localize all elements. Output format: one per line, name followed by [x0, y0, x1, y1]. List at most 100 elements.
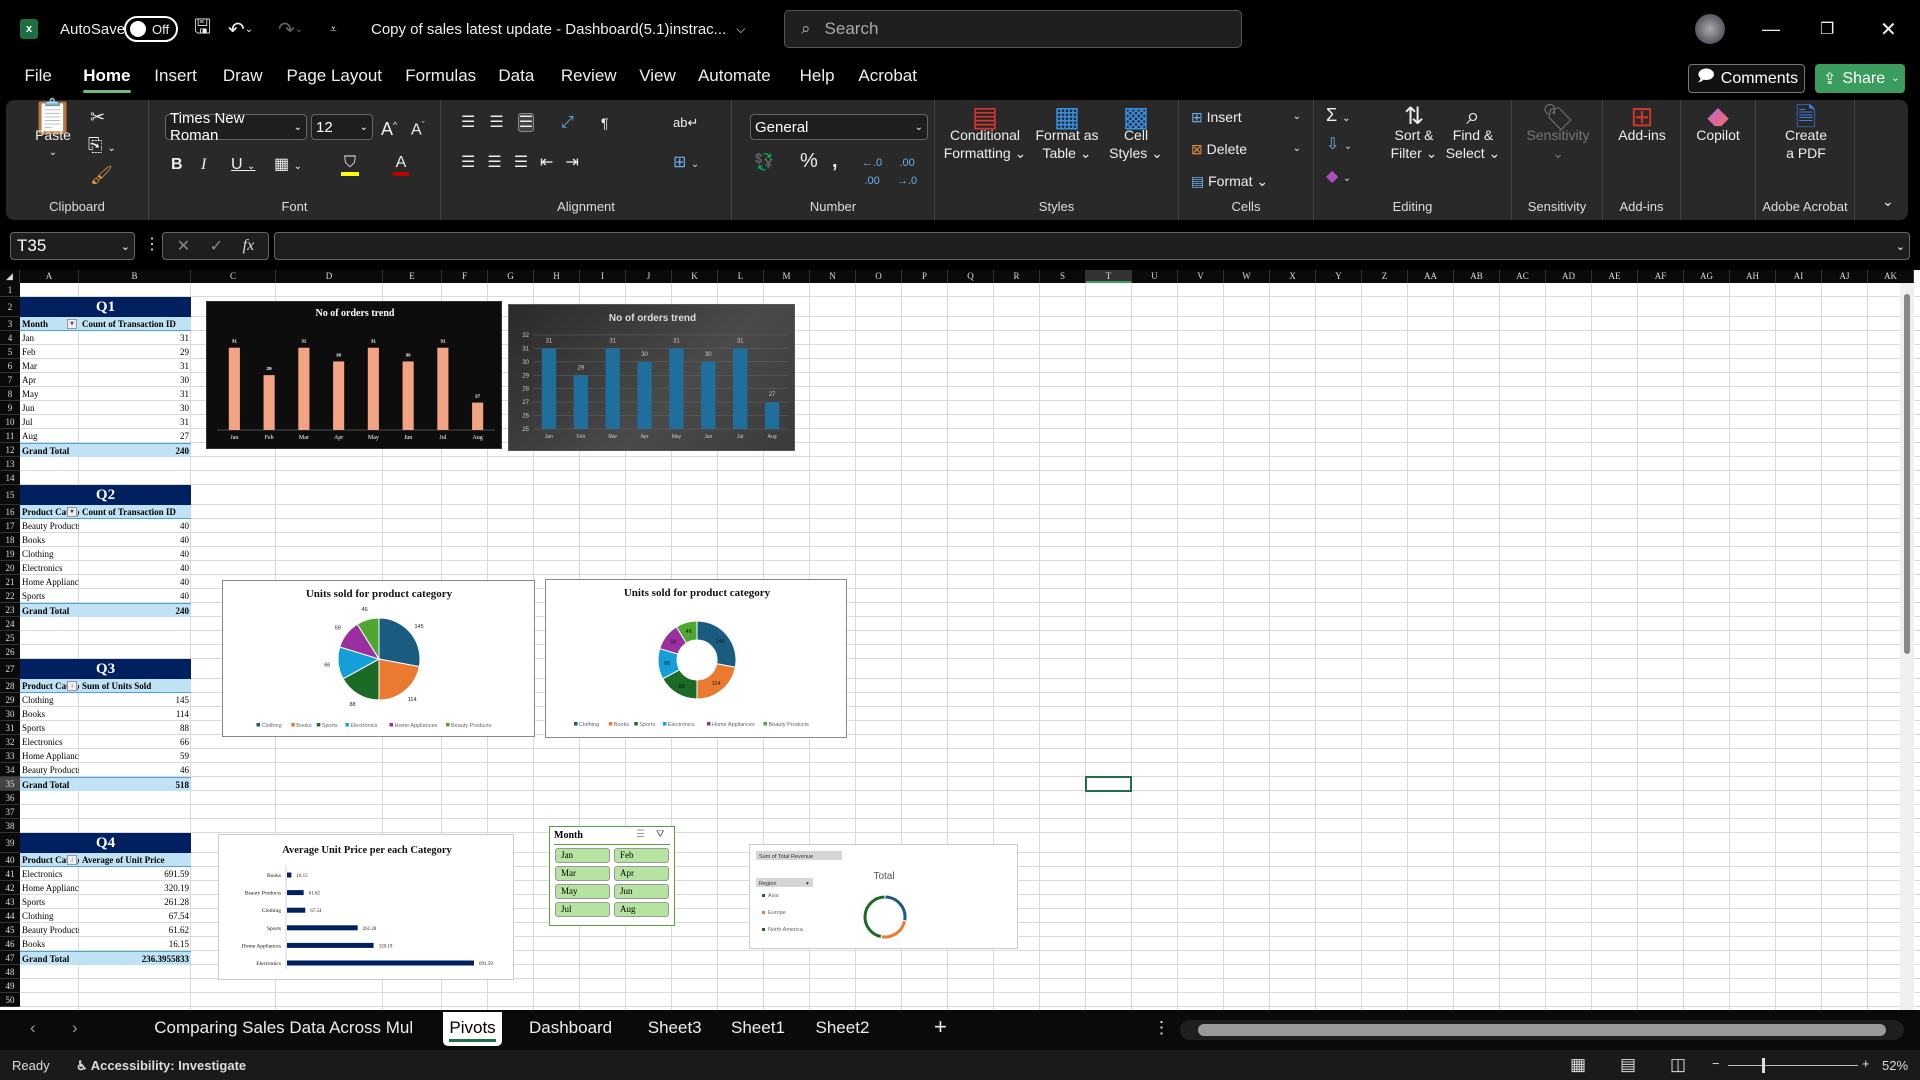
- increase-decimal-icon[interactable]: ←.0.00: [862, 157, 883, 187]
- vertical-scrollbar-thumb[interactable]: [1904, 294, 1910, 654]
- number-format-select[interactable]: General ⌄: [750, 114, 928, 140]
- column-header-R[interactable]: R: [994, 270, 1040, 283]
- zoom-slider-thumb[interactable]: [1761, 1058, 1765, 1073]
- enter-icon[interactable]: ✓: [209, 238, 224, 255]
- more-icon[interactable]: ⋮: [144, 236, 160, 253]
- prev-sheet-icon[interactable]: ‹: [30, 1018, 36, 1037]
- horizontal-align-icons[interactable]: ☰☰☰⇤⇥: [461, 154, 591, 171]
- minimize-button[interactable]: —: [1762, 18, 1780, 39]
- row-header-8[interactable]: 8: [0, 387, 20, 401]
- column-header-AE[interactable]: AE: [1592, 270, 1638, 283]
- copilot-button[interactable]: ◆ Copilot: [1687, 103, 1749, 144]
- zoom-level[interactable]: 52%: [1882, 1058, 1909, 1073]
- paste-button[interactable]: 📋 Paste ⌄: [28, 100, 78, 162]
- scrollbar-thumb[interactable]: [1198, 1024, 1886, 1036]
- row-header-28[interactable]: 28: [0, 679, 20, 693]
- column-header-B[interactable]: B: [79, 270, 191, 283]
- collapse-ribbon-icon[interactable]: ⌄: [1882, 193, 1894, 209]
- zoom-out-button[interactable]: −: [1712, 1056, 1720, 1071]
- autosave-toggle[interactable]: Off: [124, 16, 178, 42]
- clear-icon[interactable]: ◆ ⌄: [1326, 168, 1352, 185]
- format-as-table-button[interactable]: ▦ Format as Table ⌄: [1031, 103, 1103, 162]
- row-header-19[interactable]: 19: [0, 547, 20, 561]
- column-header-A[interactable]: A: [20, 270, 79, 283]
- slicer-item-jul[interactable]: Jul: [555, 902, 610, 917]
- row-header-14[interactable]: 14: [0, 471, 20, 485]
- units-donut-chart[interactable]: Units sold for product category 145 114 88 6…: [545, 579, 847, 738]
- row-header-35[interactable]: 35: [0, 777, 20, 791]
- sheet-tab-sheet2[interactable]: Sheet2: [815, 1018, 870, 1037]
- row-header-6[interactable]: 6: [0, 359, 20, 373]
- column-header-Q[interactable]: Q: [948, 270, 994, 283]
- slicer-item-jun[interactable]: Jun: [614, 884, 669, 899]
- row-header-18[interactable]: 18: [0, 533, 20, 547]
- orders-trend-chart-dark[interactable]: No of orders trend 31 Jan 29 Feb 31 Mar 30 Apr 31…: [206, 301, 502, 449]
- row-header-31[interactable]: 31: [0, 721, 20, 735]
- column-header-AG[interactable]: AG: [1684, 270, 1730, 283]
- row-header-15[interactable]: 15: [0, 485, 20, 505]
- tab-insert[interactable]: Insert: [154, 66, 197, 85]
- units-pie-chart[interactable]: Units sold for product category 145 114 88 6…: [222, 580, 535, 737]
- row-header-7[interactable]: 7: [0, 373, 20, 387]
- row-header-11[interactable]: 11: [0, 429, 20, 443]
- column-header-AC[interactable]: AC: [1500, 270, 1546, 283]
- row-header-42[interactable]: 42: [0, 881, 20, 895]
- row-header-29[interactable]: 29: [0, 693, 20, 707]
- sheet-tab-sheet1[interactable]: Sheet1: [731, 1018, 785, 1037]
- row-header-41[interactable]: 41: [0, 867, 20, 881]
- fill-color-icon[interactable]: ⛉: [341, 154, 359, 176]
- orders-trend-chart-gray[interactable]: No of orders trend 25 26 27 28 29 30 31 32 31 Jan 2…: [508, 304, 795, 451]
- month-slicer[interactable]: Month ☰ ⛛ Jan Feb Mar Apr May Jun Jul Aug: [549, 826, 675, 926]
- customize-qat-icon[interactable]: ⩡: [330, 21, 337, 36]
- sheet-tab-dashboard[interactable]: Dashboard: [528, 1018, 613, 1037]
- row-header-26[interactable]: 26: [0, 645, 20, 659]
- copy-icon[interactable]: ⎘ ⌄: [88, 135, 116, 155]
- column-header-C[interactable]: C: [191, 270, 276, 283]
- delete-cells-button[interactable]: ⊠ Delete ⌄: [1191, 141, 1301, 157]
- column-header-O[interactable]: O: [856, 270, 902, 283]
- row-header-22[interactable]: 22: [0, 589, 20, 603]
- column-header-K[interactable]: K: [672, 270, 718, 283]
- undo-icon[interactable]: ↶ ⌄: [228, 18, 254, 41]
- column-header-L[interactable]: L: [718, 270, 764, 283]
- select-all-button[interactable]: ◢: [0, 270, 20, 283]
- column-header-X[interactable]: X: [1270, 270, 1316, 283]
- column-header-F[interactable]: F: [442, 270, 488, 283]
- column-header-AA[interactable]: AA: [1408, 270, 1454, 283]
- row-header-10[interactable]: 10: [0, 415, 20, 429]
- slicer-item-aug[interactable]: Aug: [614, 902, 669, 917]
- sheet-tab-sheet3[interactable]: Sheet3: [647, 1018, 702, 1037]
- column-header-D[interactable]: D: [276, 270, 383, 283]
- selected-cell[interactable]: [1085, 776, 1132, 792]
- row-header-4[interactable]: 4: [0, 331, 20, 345]
- row-header-17[interactable]: 17: [0, 519, 20, 533]
- font-color-icon[interactable]: A: [393, 154, 409, 176]
- zoom-in-button[interactable]: +: [1862, 1056, 1870, 1071]
- insert-function-icon[interactable]: fx: [242, 237, 255, 254]
- row-header-48[interactable]: 48: [0, 965, 20, 979]
- multi-select-icon[interactable]: ☰: [636, 829, 645, 840]
- column-header-AB[interactable]: AB: [1454, 270, 1500, 283]
- row-header-21[interactable]: 21: [0, 575, 20, 589]
- find-select-button[interactable]: ⌕ Find & Select ⌄: [1445, 103, 1501, 162]
- column-header-V[interactable]: V: [1178, 270, 1224, 283]
- slicer-item-feb[interactable]: Feb: [614, 848, 669, 863]
- filter-dropdown-icon[interactable]: ▾: [67, 507, 77, 517]
- row-header-50[interactable]: 50: [0, 993, 20, 1007]
- slicer-item-apr[interactable]: Apr: [614, 866, 669, 881]
- row-header-1[interactable]: 1: [0, 283, 20, 297]
- tab-file[interactable]: File: [24, 66, 52, 85]
- row-header-16[interactable]: 16: [0, 505, 20, 519]
- column-header-AI[interactable]: AI: [1776, 270, 1822, 283]
- accounting-format-icon[interactable]: 💱: [754, 154, 774, 171]
- decrease-decimal-icon[interactable]: .00 →.0: [897, 157, 918, 187]
- save-icon[interactable]: 🖫: [194, 16, 212, 38]
- formula-input[interactable]: ⌄: [274, 232, 1910, 260]
- row-header-9[interactable]: 9: [0, 401, 20, 415]
- row-header-24[interactable]: 24: [0, 617, 20, 631]
- page-layout-view-icon[interactable]: ▤: [1620, 1055, 1637, 1074]
- column-header-Y[interactable]: Y: [1316, 270, 1362, 283]
- row-header-25[interactable]: 25: [0, 631, 20, 645]
